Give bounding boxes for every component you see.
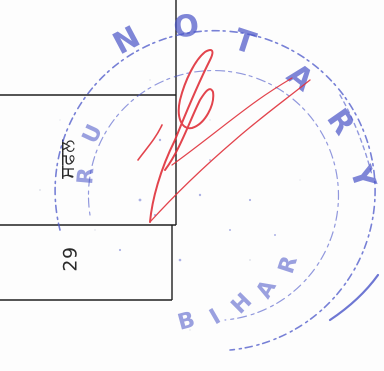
svg-text:Y: Y [342,161,383,195]
svg-text:O: O [171,8,201,46]
svg-text:R: R [274,253,303,277]
svg-text:N: N [107,19,146,62]
table-cell-code: ਸਫਲ [56,139,79,179]
svg-text:A: A [280,57,320,99]
svg-text:H: H [227,289,258,320]
svg-text:T: T [230,22,261,62]
svg-text:A: A [252,276,282,303]
svg-text:R: R [319,103,361,142]
svg-text:U: U [78,121,108,148]
svg-text:B: B [175,307,198,335]
svg-text:I: I [206,304,226,330]
table-cell-number: 29 [59,246,82,272]
